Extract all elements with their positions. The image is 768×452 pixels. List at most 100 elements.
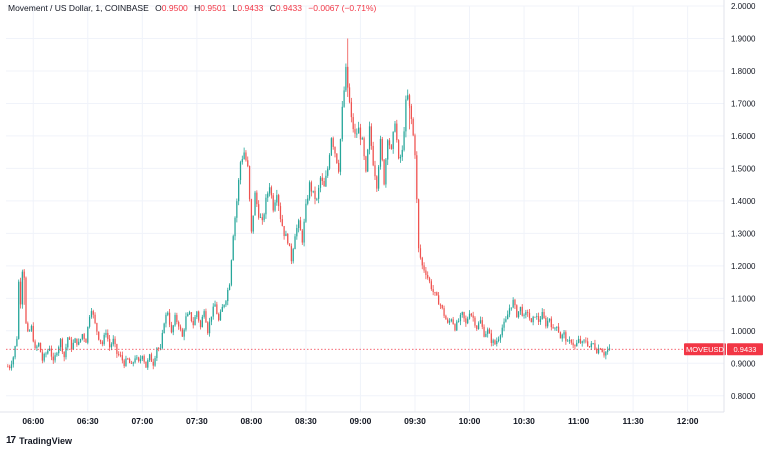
candle [519,306,522,315]
candle [325,170,327,188]
candle [227,287,229,306]
candle [432,285,434,296]
candle [319,176,322,193]
candle [248,165,251,202]
candle [207,321,209,335]
candle [485,331,487,338]
candle [450,318,452,323]
candle [585,337,587,344]
open-value: 0.9500 [161,3,188,13]
candle [601,348,603,353]
candle [370,123,372,150]
candle [12,356,14,368]
candle [70,336,73,352]
candle [296,224,298,240]
candle [272,193,274,213]
candle [363,136,365,160]
candle [252,215,254,234]
candle [307,195,309,206]
candle [439,303,442,309]
candle [63,351,65,362]
candles [7,38,611,371]
candle [372,141,374,167]
candle [416,151,418,204]
candle [128,357,131,364]
candle [374,160,376,180]
candle [381,136,383,162]
candle [537,312,540,325]
candle [74,337,76,343]
candle [434,291,436,296]
candle [256,190,258,207]
candle [579,335,582,344]
candle [201,314,203,328]
candle [303,218,305,247]
candle [430,279,432,291]
candle [103,332,105,346]
candle [385,157,387,188]
candle [163,322,165,334]
candle [145,361,147,368]
candle [410,103,412,125]
candle [356,128,358,138]
candle [608,344,611,351]
candle [574,344,576,350]
candle [198,310,200,323]
candle [72,339,74,351]
candle [387,138,389,166]
candle [521,304,523,317]
tradingview-attribution[interactable]: 17 TradingView [6,435,72,446]
candle [139,355,142,364]
candle [265,194,267,219]
candle [36,344,38,352]
candle [517,311,520,319]
candle [339,138,342,176]
candle [572,339,574,349]
candle [443,305,445,319]
candle [85,338,87,343]
candle [570,339,572,345]
candle [105,329,107,338]
candle [52,352,54,364]
candle [437,291,440,305]
candle [168,309,171,328]
candle [452,316,454,325]
candle [605,350,607,360]
candle [507,310,509,320]
candle [472,311,474,322]
candle [239,160,242,185]
candle [407,89,409,101]
candle [516,304,518,318]
candle [427,271,429,280]
candle [401,145,403,161]
candle [288,243,291,247]
y-tick-label: 1.6000 [731,132,756,141]
candle [368,121,371,155]
candle [92,309,94,319]
x-tick-label: 10:30 [513,416,535,426]
x-tick-label: 09:00 [350,416,372,426]
candle [285,230,287,237]
candle [83,332,85,343]
candle [119,351,122,358]
candle [423,262,425,273]
candle [345,63,347,93]
candle [476,325,478,331]
candle [556,326,558,332]
candle [390,144,392,150]
candle [568,336,571,344]
candle [557,322,560,333]
candle [314,186,316,205]
candle [218,312,220,322]
candle [143,354,145,364]
candle [576,339,578,347]
candle [247,156,249,168]
candle [547,317,549,329]
candle [361,136,363,140]
candle [532,315,534,326]
candle [219,309,222,321]
x-tick-label: 12:00 [677,416,699,426]
candle [508,304,511,318]
